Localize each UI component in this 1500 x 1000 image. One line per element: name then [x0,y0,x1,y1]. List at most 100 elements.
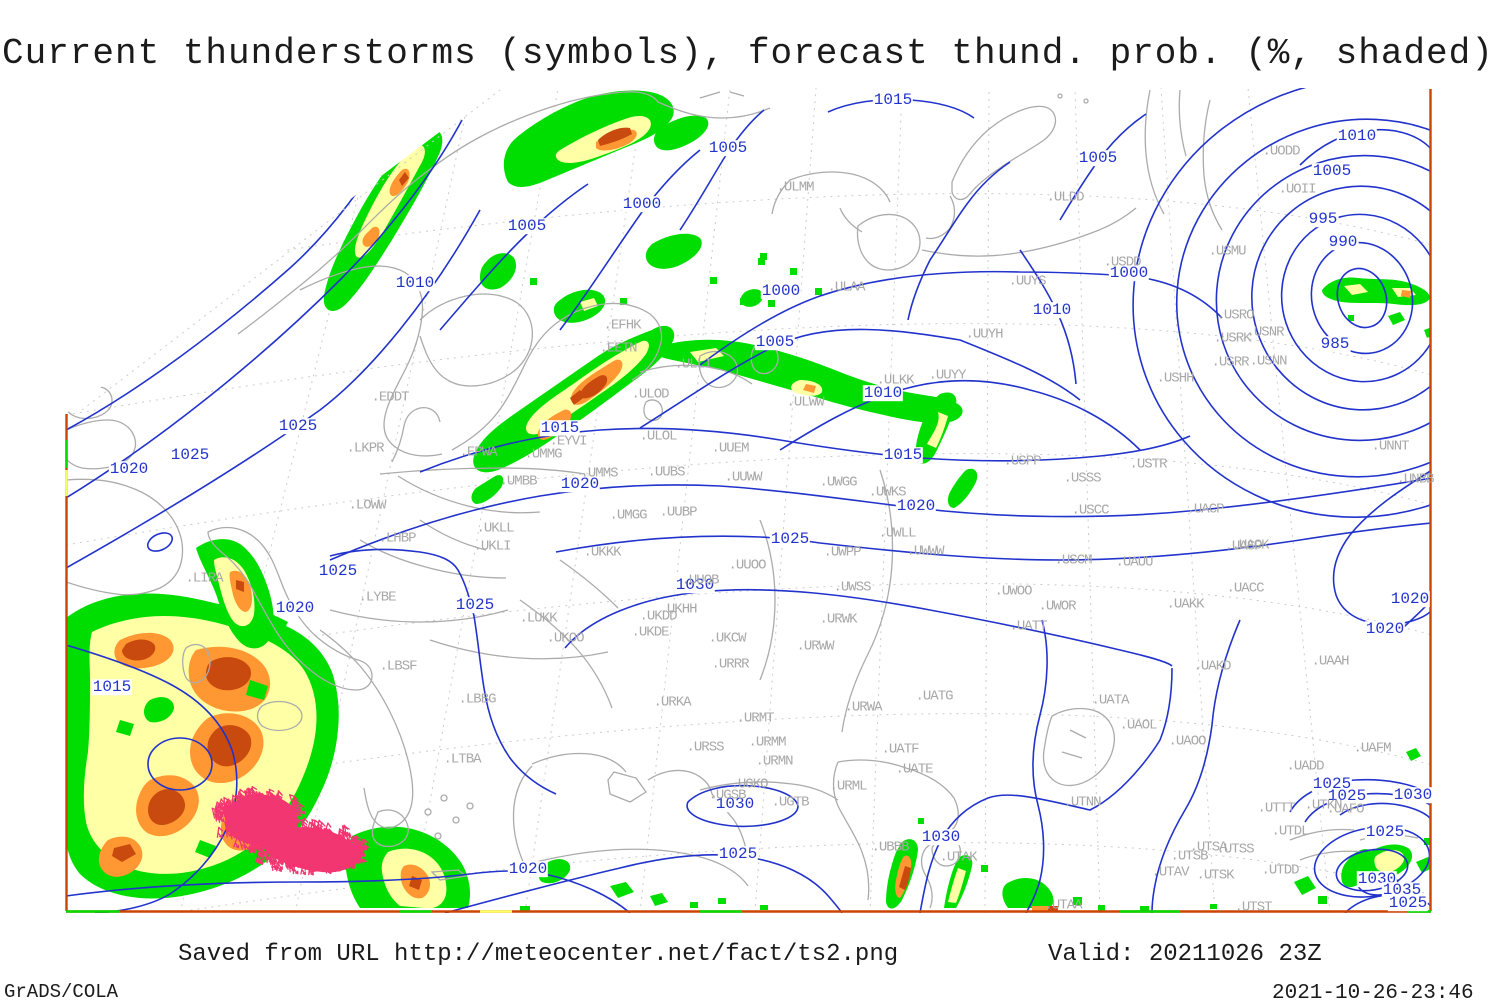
station-code-label: .ULMM [776,179,814,196]
station-code-label: .EETN [599,340,637,357]
station-code-label: .UTSB [1170,848,1208,865]
station-code-label: .UKLI [473,538,511,555]
station-code-label: .UBBB [871,839,909,856]
station-code-label: .LHBP [378,530,416,547]
station-code-label: .UUBP [659,504,697,521]
thunderstorm-symbol-cluster [211,785,370,876]
station-code-label: .UWGG [819,474,857,491]
station-code-label: .UTSS [1216,841,1254,858]
station-code-label: .UATE [895,761,933,778]
isobar-value-label: 1020 [559,475,601,494]
isobar-value-label: 1025 [1387,894,1429,913]
isobar-value-label: 1015 [539,419,581,438]
station-code-label: .USCM [1054,552,1092,569]
station-code-label: .UADD [1286,758,1324,775]
station-code-label: .ULKK [876,372,914,389]
isobar-value-label: 1030 [674,576,716,595]
station-code-label: .UAAH [1311,653,1349,670]
isobar-value-label: 1020 [895,497,937,516]
station-code-label: .UKDE [631,624,669,641]
station-code-label: .EDDT [371,389,409,406]
station-code-label: .UMMG [524,446,562,463]
station-code-label: .EYVI [549,433,587,450]
station-code-label: .UWOR [1038,598,1076,615]
station-code-label: .ULDD [1046,189,1084,206]
station-code-label: .UTKN [1304,797,1342,814]
station-code-label: .UKOO [546,630,584,647]
station-code-label: .URRR [711,656,749,673]
isobar-value-label: 1020 [274,599,316,618]
isobar-value-label: 1020 [108,460,150,479]
latlon-grid-lines [66,88,1431,913]
station-code-label: .USHH [1156,370,1194,387]
isobar-value-label: 1005 [1077,149,1119,168]
station-code-label: .UGSB [708,787,746,804]
station-code-label: .UUYS [1008,273,1046,290]
station-code-label: .USRK [1213,330,1251,347]
isobar-value-label: 1000 [1108,264,1150,283]
station-code-label: .UTTT [1257,800,1295,817]
station-code-label: .UATF [881,741,919,758]
station-code-label: .EFHK [603,317,641,334]
station-code-label: .UODD [1262,143,1300,160]
station-code-label: .UKCW [708,630,746,647]
isobar-value-label: 1020 [507,860,549,879]
isobar-value-label: 1025 [454,596,496,615]
station-code-label: .USTR [1129,456,1167,473]
station-code-label: .UAOO [1168,733,1206,750]
station-code-label: .UMGG [609,507,647,524]
station-code-label: .URMN [755,753,793,770]
station-code-label: .URWA [844,699,882,716]
station-code-label: .UGTB [771,794,809,811]
station-code-label: .UNBB [1396,471,1434,488]
isobar-value-label: 1025 [1364,823,1406,842]
station-code-label: .UWOO [994,583,1032,600]
isobar-value-label: 1010 [1336,127,1378,146]
station-code-label: .URWK [819,611,857,628]
isobar-value-label: 1000 [621,195,663,214]
isobar-value-label: 1025 [277,417,319,436]
station-code-label: .UAOL [1119,717,1157,734]
station-code-label: .UKDD [639,608,677,625]
station-code-label: .UWSS [833,579,871,596]
station-code-label: .USRO [1216,307,1254,324]
isobar-value-label: 1005 [707,139,749,158]
isobar-value-label: 1025 [1326,787,1368,806]
station-code-label: .UAFO [1326,801,1364,818]
isobar-value-label: 985 [1319,335,1351,354]
station-code-label: .URML [829,778,867,795]
station-code-label: .UTAA [1044,897,1082,914]
station-code-label: .USPP [1003,453,1041,470]
isobar-value-label: 1030 [1392,786,1434,805]
isobar-value-label: 1005 [754,333,796,352]
station-code-label: .LKPR [346,440,384,457]
station-code-label: .UWPP [823,544,861,561]
station-code-label: .UMBB [499,473,537,490]
chart-title: Current thunderstorms (symbols), forecas… [2,33,1494,74]
station-code-label: .USRR [1211,354,1249,371]
station-code-label: .LIRA [185,570,223,587]
station-code-label: .UASP [1224,538,1262,555]
isobar-value-label: 1030 [714,795,756,814]
station-code-label: .LYBE [358,589,396,606]
station-code-label: .UUOO [728,557,766,574]
station-code-label: .UOII [1278,181,1316,198]
station-code-label: .UNNT [1371,438,1409,455]
station-code-label: .LOWW [348,497,386,514]
station-code-label: .UTAV [1151,864,1189,881]
station-code-label: .UUYY [928,367,966,384]
station-code-label: .UUWW [724,469,762,486]
source-url-caption: Saved from URL http://meteocenter.net/fa… [178,941,899,968]
station-code-label: .UAKD [1193,658,1231,675]
isobar-value-label: 1015 [882,446,924,465]
station-code-label: .ULOL [639,428,677,445]
station-code-label: .UTSA [1189,839,1227,856]
isobar-value-label: 1000 [760,282,802,301]
station-code-label: .LBBG [458,691,496,708]
station-code-label: .UTST [1234,899,1272,916]
isobar-value-label: 1010 [394,274,436,293]
station-code-label: .UKLL [476,520,514,537]
station-code-label: .URKA [653,694,691,711]
